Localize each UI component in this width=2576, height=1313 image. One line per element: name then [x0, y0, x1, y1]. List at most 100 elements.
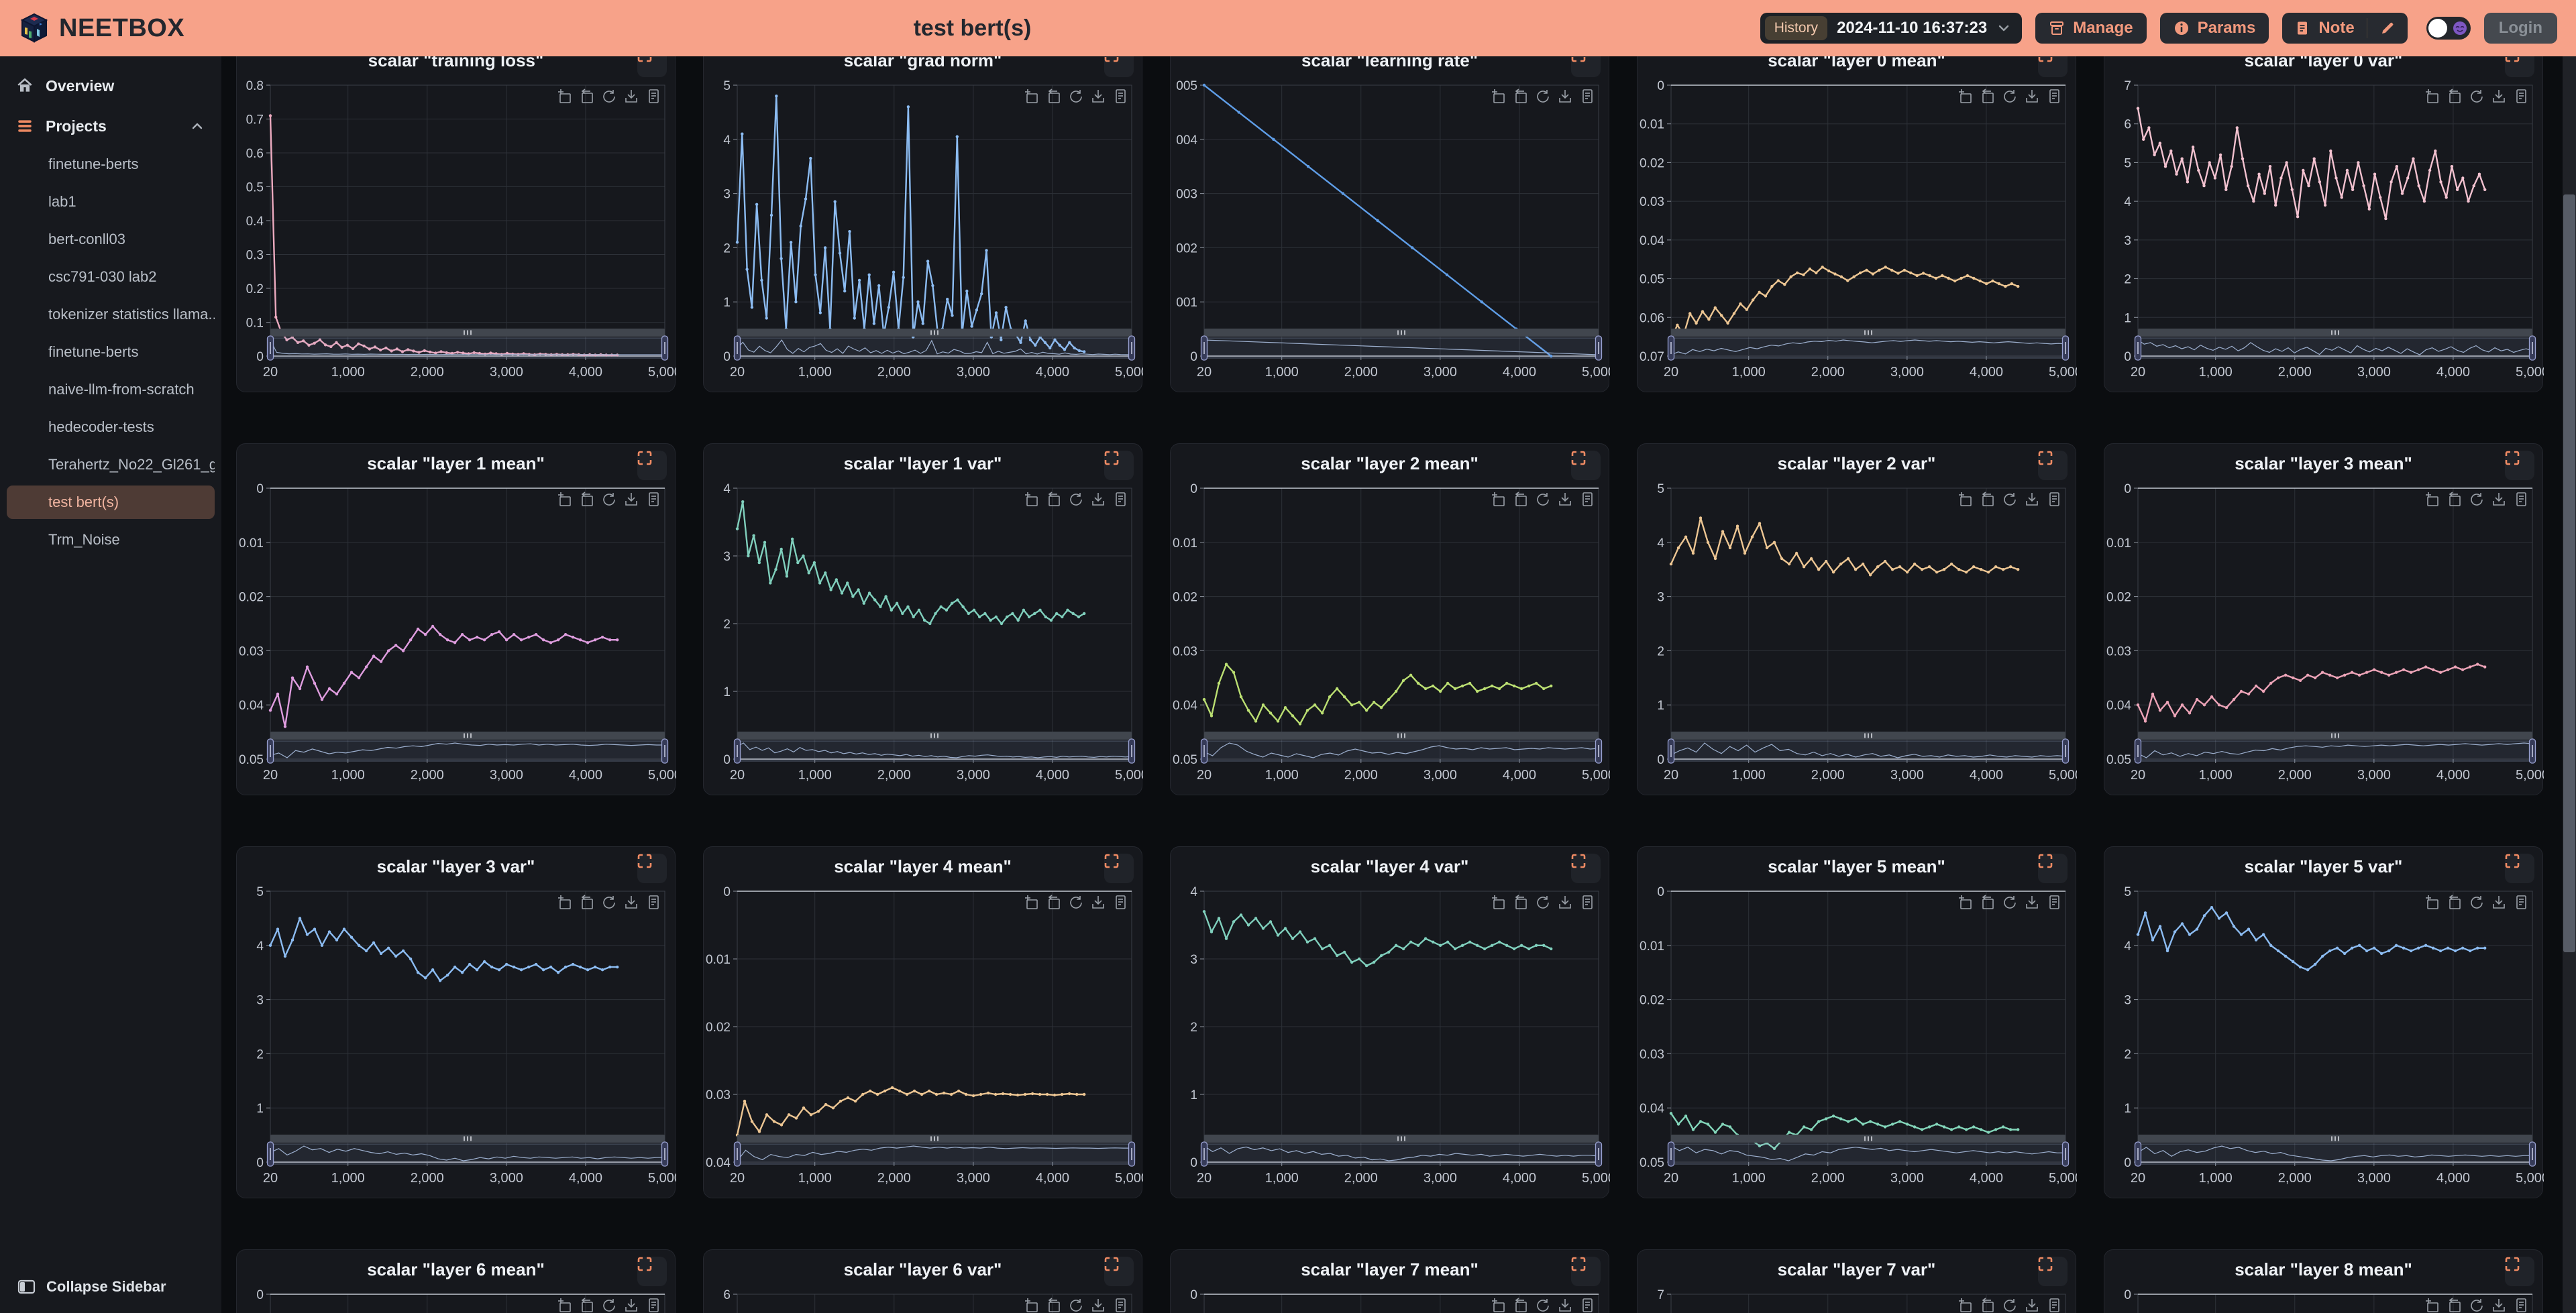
download-icon[interactable]: [2026, 896, 2038, 909]
restore-icon[interactable]: [1048, 89, 1060, 103]
expand-chart-button[interactable]: [2038, 1257, 2068, 1286]
manage-button[interactable]: Manage: [2035, 13, 2147, 44]
zoom-select-icon[interactable]: [1492, 1298, 1505, 1312]
chart-canvas[interactable]: 0 1 2 3 4 20 1,000 2,000 3,000 4,000 5,000: [704, 444, 1143, 796]
restore-icon[interactable]: [1982, 1298, 1994, 1312]
restore-icon[interactable]: [1048, 895, 1060, 909]
sidebar-project-item[interactable]: csc791-030 lab2: [48, 268, 157, 285]
refresh-icon[interactable]: [2471, 90, 2483, 103]
download-icon[interactable]: [1092, 896, 1104, 909]
log-icon[interactable]: [1582, 1298, 1593, 1312]
chart-canvas[interactable]: 00.010.020.030.040.05201,0002,0003,0004,…: [2104, 1250, 2544, 1313]
zoom-select-icon[interactable]: [1025, 1298, 1038, 1312]
datazoom-window[interactable]: [2137, 1143, 2533, 1165]
restore-icon[interactable]: [1515, 895, 1527, 909]
collapse-sidebar-button[interactable]: Collapse Sidebar: [0, 1271, 221, 1302]
scrollbar-thumb[interactable]: [2563, 194, 2575, 952]
sidebar-project-item[interactable]: tokenizer statistics llama...: [48, 306, 215, 323]
zoom-select-icon[interactable]: [1959, 492, 1972, 506]
chart-canvas[interactable]: 0 1 2 3 4 5 6 7 20 1,000 2,000 3,000 4,000 5,000: [2104, 56, 2544, 393]
sidebar-project-item[interactable]: Trm_Noise: [48, 531, 120, 548]
sidebar-project-item[interactable]: bert-conll03: [48, 231, 125, 247]
chart-canvas[interactable]: 0 1 2 3 4 5 20 1,000 2,000 3,000 4,000 5,000: [2104, 847, 2544, 1199]
zoom-select-icon[interactable]: [558, 895, 571, 909]
download-icon[interactable]: [2493, 90, 2505, 103]
log-icon[interactable]: [1582, 895, 1593, 909]
restore-icon[interactable]: [1982, 492, 1994, 506]
expand-chart-button[interactable]: [1571, 56, 1601, 77]
restore-icon[interactable]: [1048, 492, 1060, 506]
refresh-icon[interactable]: [1537, 90, 1549, 103]
log-icon[interactable]: [2049, 1298, 2059, 1312]
refresh-icon[interactable]: [2004, 1299, 2016, 1312]
refresh-icon[interactable]: [1070, 90, 1082, 103]
refresh-icon[interactable]: [603, 90, 615, 103]
expand-chart-button[interactable]: [1104, 56, 1134, 77]
expand-chart-button[interactable]: [1104, 451, 1134, 480]
datazoom-window[interactable]: [1670, 337, 2066, 359]
sidebar-project-item[interactable]: test bert(s): [7, 486, 215, 519]
refresh-icon[interactable]: [2004, 493, 2016, 506]
refresh-icon[interactable]: [1537, 896, 1549, 909]
datazoom-window[interactable]: [1203, 1143, 1599, 1165]
datazoom-window[interactable]: [1670, 740, 2066, 762]
download-icon[interactable]: [625, 1299, 637, 1312]
history-dropdown[interactable]: History 2024-11-10 16:37:23: [1760, 13, 2023, 44]
download-icon[interactable]: [625, 90, 637, 103]
log-icon[interactable]: [2049, 895, 2059, 909]
zoom-select-icon[interactable]: [558, 89, 571, 103]
log-icon[interactable]: [1582, 492, 1593, 506]
sidebar-project-item[interactable]: hedecoder-tests: [48, 418, 154, 435]
datazoom-window[interactable]: [737, 1143, 1132, 1165]
expand-chart-button[interactable]: [1571, 451, 1601, 480]
log-icon[interactable]: [1582, 89, 1593, 103]
zoom-select-icon[interactable]: [558, 1298, 571, 1312]
refresh-icon[interactable]: [2471, 896, 2483, 909]
page-scrollbar[interactable]: [2563, 56, 2576, 1313]
expand-chart-button[interactable]: [637, 854, 667, 883]
sidebar-project-item[interactable]: lab1: [48, 193, 76, 210]
refresh-icon[interactable]: [2004, 896, 2016, 909]
expand-chart-button[interactable]: [2038, 451, 2068, 480]
restore-icon[interactable]: [1515, 492, 1527, 506]
restore-icon[interactable]: [2449, 492, 2461, 506]
restore-icon[interactable]: [1048, 1298, 1060, 1312]
download-icon[interactable]: [1092, 493, 1104, 506]
zoom-select-icon[interactable]: [1492, 89, 1505, 103]
download-icon[interactable]: [625, 896, 637, 909]
brand[interactable]: NEETBOX: [19, 13, 184, 44]
download-icon[interactable]: [1559, 90, 1571, 103]
edit-note-button[interactable]: [2367, 13, 2408, 44]
restore-icon[interactable]: [2449, 895, 2461, 909]
restore-icon[interactable]: [1515, 89, 1527, 103]
zoom-select-icon[interactable]: [2426, 1298, 2438, 1312]
download-icon[interactable]: [1092, 90, 1104, 103]
chart-canvas[interactable]: 0 1 2 3 4 20 1,000 2,000 3,000 4,000 5,000: [1171, 847, 1610, 1199]
theme-toggle[interactable]: [2426, 17, 2471, 40]
refresh-icon[interactable]: [2471, 493, 2483, 506]
expand-chart-button[interactable]: [2505, 854, 2534, 883]
chart-canvas[interactable]: 00.010.020.030.040.05201,0002,0003,0004,…: [1171, 1250, 1610, 1313]
expand-chart-button[interactable]: [637, 1257, 667, 1286]
restore-icon[interactable]: [581, 492, 593, 506]
datazoom-window[interactable]: [1670, 1143, 2066, 1165]
restore-icon[interactable]: [581, 89, 593, 103]
sidebar-item-overview[interactable]: Overview: [0, 68, 221, 103]
zoom-select-icon[interactable]: [1959, 89, 1972, 103]
log-icon[interactable]: [649, 89, 659, 103]
log-icon[interactable]: [2049, 89, 2059, 103]
zoom-select-icon[interactable]: [1025, 89, 1038, 103]
log-icon[interactable]: [1116, 492, 1126, 506]
expand-chart-button[interactable]: [2505, 451, 2534, 480]
zoom-select-icon[interactable]: [1025, 492, 1038, 506]
expand-chart-button[interactable]: [637, 451, 667, 480]
log-icon[interactable]: [2049, 492, 2059, 506]
datazoom-window[interactable]: [270, 1143, 665, 1165]
datazoom-window[interactable]: [737, 740, 1132, 762]
log-icon[interactable]: [2516, 492, 2526, 506]
refresh-icon[interactable]: [2471, 1299, 2483, 1312]
download-icon[interactable]: [2493, 1299, 2505, 1312]
